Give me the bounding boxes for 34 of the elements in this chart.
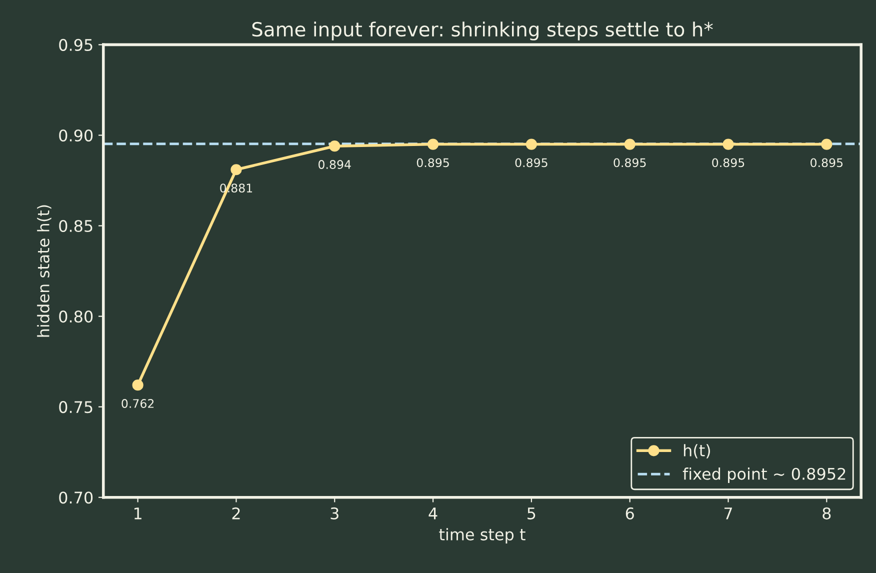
y-tick-label: 0.90 (59, 129, 93, 142)
x-tick-label: 5 (528, 508, 536, 520)
y-axis-title: hidden state h(t) (37, 205, 52, 337)
data-label: 0.762 (122, 399, 154, 408)
point (624, 138, 636, 150)
legend-label: h(t) (684, 444, 710, 458)
y-tick-label: 0.95 (59, 38, 92, 51)
legend-label: fixed point ~ 0.8952 (682, 468, 846, 483)
y-tick-label: 0.75 (59, 401, 92, 414)
x-tick-label: 1 (134, 508, 142, 520)
data-label: 0.895 (614, 158, 646, 168)
data-label: 0.895 (712, 158, 744, 168)
point (132, 380, 144, 391)
y-tick-label: 0.70 (59, 492, 93, 504)
chart-title: Same input forever: shrinking steps settle to h* (252, 22, 713, 40)
x-tick-label: 2 (232, 507, 240, 520)
point (526, 138, 537, 150)
point (722, 138, 734, 150)
y-tick-label: 0.80 (59, 310, 93, 323)
data-label: 0.895 (416, 158, 449, 168)
point (427, 138, 439, 150)
x-tick-label: 6 (626, 507, 634, 520)
x-tick-label: 4 (428, 508, 438, 520)
data-label: 0.895 (810, 158, 843, 168)
x-axis-title: time step t (439, 528, 526, 544)
point (329, 140, 340, 152)
y-tick-label: 0.85 (59, 220, 92, 232)
point (230, 164, 242, 176)
x-tick-label: 3 (330, 507, 338, 520)
x-tick-label: 7 (724, 508, 732, 520)
point (821, 138, 832, 150)
x-tick-label: 8 (822, 507, 831, 520)
data-label: 0.894 (318, 160, 351, 169)
data-label: 0.895 (515, 158, 548, 168)
